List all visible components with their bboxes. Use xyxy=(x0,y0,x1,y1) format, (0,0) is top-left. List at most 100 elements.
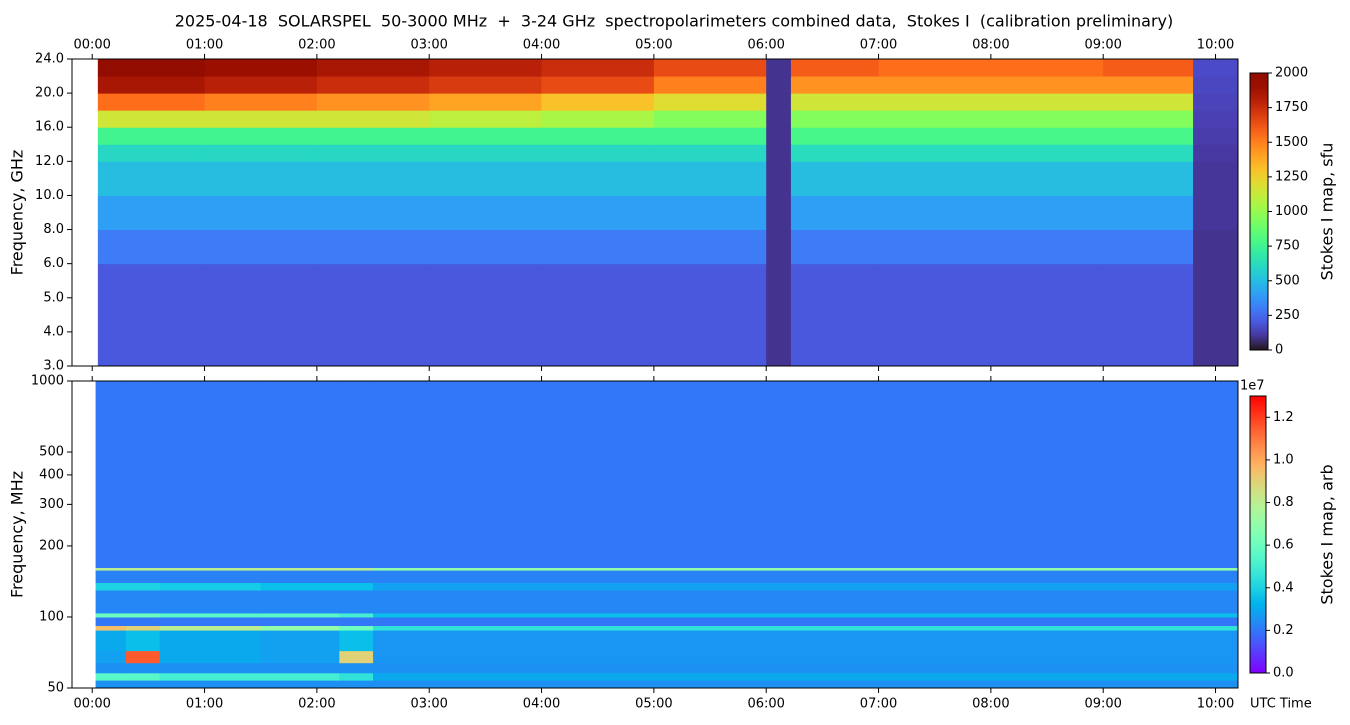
heatmap-cell xyxy=(653,127,767,145)
plot-frame xyxy=(71,380,1239,689)
heatmap-cell xyxy=(339,616,374,627)
heatmap-cell xyxy=(790,229,880,265)
heatmap-cell xyxy=(316,127,430,145)
heatmap-cell xyxy=(878,110,992,128)
x-tick-label: 07:00 xyxy=(860,38,897,53)
colorbar-tick-label: 750 xyxy=(1275,239,1300,254)
heatmap-cell xyxy=(653,110,767,128)
heatmap-cell xyxy=(541,263,655,367)
heatmap-cell xyxy=(95,590,127,614)
heatmap-cell xyxy=(1193,59,1239,77)
x-tick-label: 01:00 xyxy=(186,697,223,712)
y-tick-label: 8.0 xyxy=(43,222,64,237)
heatmap-cell xyxy=(878,195,992,231)
heatmap-cell xyxy=(95,582,127,591)
colorbar xyxy=(1249,72,1269,351)
heatmap-cell xyxy=(429,161,543,196)
heatmap-cell xyxy=(373,650,1239,664)
heatmap-cell xyxy=(878,144,992,162)
heatmap-cell xyxy=(97,195,206,231)
heatmap-cell xyxy=(1193,76,1239,94)
heatmap-cell xyxy=(260,630,340,652)
heatmap-cell xyxy=(429,76,543,94)
heatmap-cell xyxy=(204,110,318,128)
colorbar-tick-label: 1.0 xyxy=(1273,452,1294,467)
heatmap-cell xyxy=(373,612,1239,618)
heatmap-cell xyxy=(204,59,318,77)
heatmap-cell xyxy=(260,680,340,689)
colorbar-tick-label: 0 xyxy=(1275,343,1283,358)
heatmap-cell xyxy=(766,76,792,94)
colorbar-label: Stokes I map, sfu xyxy=(1318,143,1337,281)
heatmap-cell xyxy=(204,195,318,231)
heatmap-cell xyxy=(97,110,206,128)
heatmap-cell xyxy=(1193,93,1239,111)
heatmap-cell xyxy=(316,195,430,231)
colorbar xyxy=(1249,395,1267,674)
heatmap-cell xyxy=(766,229,792,265)
heatmap-cell xyxy=(990,59,1104,77)
colorbar-tick-label: 0.2 xyxy=(1273,623,1294,638)
heatmap-cell xyxy=(653,195,767,231)
heatmap-cell xyxy=(373,567,1239,571)
heatmap-cell xyxy=(790,76,880,94)
colorbar-tick-label: 1000 xyxy=(1275,204,1308,219)
colorbar-tick-label: 1.2 xyxy=(1273,410,1294,425)
x-tick-label: 09:00 xyxy=(1084,697,1121,712)
heatmap-cell xyxy=(373,590,1239,614)
heatmap-cell xyxy=(339,650,374,664)
heatmap-cell xyxy=(339,630,374,652)
y-tick-label: 24.0 xyxy=(35,52,64,67)
heatmap-cell xyxy=(766,161,792,196)
heatmap-cell xyxy=(790,110,880,128)
heatmap-cell xyxy=(790,195,880,231)
heatmap-cell xyxy=(204,144,318,162)
heatmap-cell xyxy=(97,229,206,265)
heatmap-cell xyxy=(97,263,206,367)
heatmap-cell xyxy=(204,263,318,367)
y-tick-label: 10.0 xyxy=(35,188,64,203)
heatmap-cell xyxy=(429,195,543,231)
heatmap-cell xyxy=(429,59,543,77)
heatmap-cell xyxy=(990,161,1104,196)
heatmap-cell xyxy=(1193,161,1239,196)
heatmap-cell xyxy=(373,630,1239,652)
heatmap-cell xyxy=(990,144,1104,162)
heatmap-cell xyxy=(790,93,880,111)
x-tick-label: 10:00 xyxy=(1197,697,1234,712)
heatmap-cell xyxy=(159,567,262,571)
heatmap-cell xyxy=(316,161,430,196)
heatmap-cell xyxy=(373,616,1239,627)
heatmap-cell xyxy=(790,59,880,77)
heatmap-cell xyxy=(1103,93,1194,111)
heatmap-cell xyxy=(429,229,543,265)
heatmap-cell xyxy=(339,625,374,631)
heatmap-cell xyxy=(878,93,992,111)
heatmap-cell xyxy=(373,582,1239,591)
x-tick-label: 04:00 xyxy=(523,38,560,53)
heatmap-cell xyxy=(125,662,161,674)
colorbar-offset: 1e7 xyxy=(1240,379,1265,394)
y-tick-label: 50 xyxy=(47,681,64,696)
heatmap-cell xyxy=(541,127,655,145)
heatmap-cell xyxy=(653,144,767,162)
heatmap-cell xyxy=(95,570,127,583)
heatmap-cell xyxy=(653,263,767,367)
x-tick-label: 03:00 xyxy=(410,38,447,53)
y-axis-label: Frequency, MHz xyxy=(8,471,27,598)
heatmap-cell xyxy=(159,570,262,583)
y-tick-label: 5.0 xyxy=(43,290,64,305)
heatmap-cell xyxy=(766,127,792,145)
heatmap-cell xyxy=(541,144,655,162)
heatmap-cell xyxy=(260,582,340,591)
heatmap-cell xyxy=(95,612,127,618)
x-tick-label: 06:00 xyxy=(747,38,784,53)
x-tick-label: 08:00 xyxy=(972,38,1009,53)
x-tick-label: 06:00 xyxy=(747,697,784,712)
heatmap-cell xyxy=(990,110,1104,128)
heatmap-cell xyxy=(260,625,340,631)
heatmap-cell xyxy=(260,590,340,614)
colorbar-tick-label: 0.4 xyxy=(1273,580,1294,595)
heatmap-cell xyxy=(339,590,374,614)
colorbar-tick-label: 0.6 xyxy=(1273,538,1294,553)
